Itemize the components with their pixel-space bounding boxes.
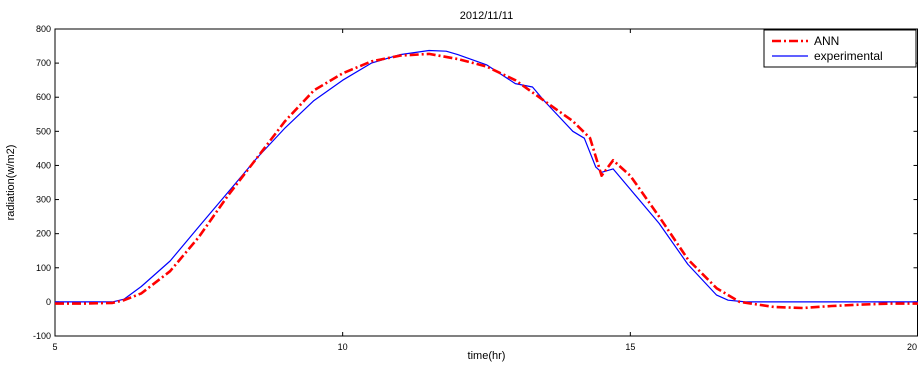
y-tick-label: 800 [36, 24, 51, 34]
plot-frame [54, 28, 918, 337]
x-tick-label: 10 [338, 342, 348, 352]
y-tick-label: 500 [36, 126, 51, 136]
legend-box [763, 29, 917, 68]
y-tick-label: 100 [36, 263, 51, 273]
y-axis-label: radiation(w/m2) [5, 145, 17, 221]
x-tick-label: 20 [907, 342, 917, 352]
y-tick-label: 200 [36, 229, 51, 239]
x-tick-label: 5 [52, 342, 57, 352]
x-tick-label: 15 [625, 342, 635, 352]
legend-label-experimental: experimental [814, 49, 883, 63]
y-tick-label: 700 [36, 58, 51, 68]
y-tick-label: 400 [36, 160, 51, 170]
y-tick-label: 600 [36, 92, 51, 102]
series-group [55, 49, 918, 310]
series-line-experimental [55, 49, 918, 303]
chart-title: 2012/11/11 [460, 10, 513, 22]
x-axis-label: time(hr) [468, 350, 506, 362]
legend-label-ann: ANN [814, 34, 839, 48]
y-tick-label: 0 [46, 297, 51, 307]
y-tick-label: -100 [33, 331, 51, 341]
y-tick-label: 300 [36, 195, 51, 205]
